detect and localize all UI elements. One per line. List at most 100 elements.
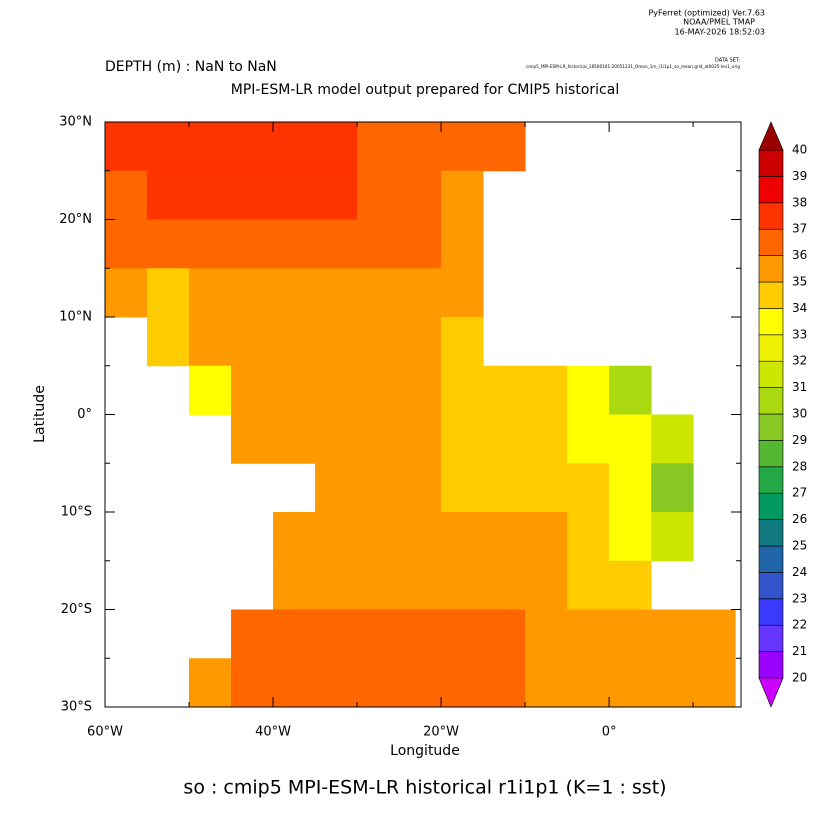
cell (273, 560, 316, 610)
cell (273, 268, 316, 318)
cell (357, 560, 400, 610)
cell (357, 170, 400, 220)
cell (441, 317, 484, 367)
cell (357, 658, 400, 708)
cell (609, 414, 652, 464)
cell (189, 268, 232, 318)
y-tick-label: 10°N (59, 310, 92, 325)
colorbar-swatch (758, 413, 784, 441)
y-tick-label: 10°S (61, 505, 92, 520)
cell (567, 609, 610, 659)
colorbar-label: 32 (792, 354, 807, 368)
cell (273, 512, 316, 562)
cell (231, 658, 274, 708)
cell (399, 512, 442, 562)
axes: 60°W 40°W 20°W 0° 30°S 20°S 10°S 0° 10°N 20°N 30°N (59, 115, 742, 740)
cell (189, 317, 232, 367)
y-tick-label: 30°N (59, 115, 92, 130)
cell (399, 609, 442, 659)
cell (483, 560, 526, 610)
cell (483, 365, 526, 415)
cell (441, 609, 484, 659)
cell (525, 365, 568, 415)
x-tick-label: 0° (602, 725, 617, 740)
cell (231, 317, 274, 367)
colorbar-label: 24 (792, 565, 807, 579)
cell (315, 170, 358, 220)
cell (399, 560, 442, 610)
map-field (105, 122, 736, 708)
cell (147, 219, 190, 269)
cell (525, 560, 568, 610)
y-tick-label: 0° (77, 407, 92, 422)
colorbar-label: 30 (792, 407, 807, 421)
cell (483, 463, 526, 513)
cell (567, 560, 610, 610)
cell (147, 170, 190, 220)
colorbar-swatch (758, 149, 784, 177)
colorbar-swatch (758, 202, 784, 230)
colorbar-label: 23 (792, 591, 807, 605)
cell (483, 609, 526, 659)
dataset: cmip5_MPI-ESM-LR_historical_18500101-200… (526, 64, 740, 69)
colorbar-swatch (758, 308, 784, 336)
cell (609, 658, 652, 708)
cell (105, 170, 148, 220)
cell (399, 170, 442, 220)
cell (273, 122, 316, 172)
cell (273, 170, 316, 220)
cell (105, 122, 148, 172)
colorbar-label: 40 (792, 143, 807, 157)
cell (441, 268, 484, 318)
colorbar-swatch (758, 651, 784, 679)
cell (273, 365, 316, 415)
cell (231, 268, 274, 318)
colorbar-label: 20 (792, 671, 807, 685)
cell (357, 463, 400, 513)
colorbar-label: 34 (792, 301, 807, 315)
cell (231, 170, 274, 220)
cell (189, 170, 232, 220)
colorbar-label: 22 (792, 618, 807, 632)
colorbar-swatch (758, 492, 784, 520)
colorbar-over (758, 121, 784, 151)
cell (609, 560, 652, 610)
colorbar-label: 31 (792, 380, 807, 394)
cell (147, 122, 190, 172)
cell (189, 219, 232, 269)
cell (231, 365, 274, 415)
cell (609, 365, 652, 415)
cell (567, 414, 610, 464)
colorbar-swatch (758, 228, 784, 256)
cell (105, 268, 148, 318)
cell (567, 365, 610, 415)
y-axis-label: Latitude (32, 385, 48, 443)
cell (357, 609, 400, 659)
header-line: PyFerret (optimized) Ver.7.63 (648, 9, 765, 18)
cell (483, 658, 526, 708)
cell (315, 365, 358, 415)
cell (399, 365, 442, 415)
colorbar-under (758, 677, 784, 708)
cell (231, 219, 274, 269)
cell (231, 609, 274, 659)
cell (525, 512, 568, 562)
colorbar-swatch (758, 281, 784, 309)
colorbar-swatch (758, 598, 784, 626)
cell (693, 658, 736, 708)
cell (105, 219, 148, 269)
cell (273, 658, 316, 708)
colorbar-label: 26 (792, 512, 807, 526)
cell (315, 268, 358, 318)
cell (567, 658, 610, 708)
cell (441, 414, 484, 464)
cell (315, 317, 358, 367)
cell (189, 122, 232, 172)
cell (483, 414, 526, 464)
colorbar-swatch (758, 545, 784, 573)
cell (273, 414, 316, 464)
cell (315, 122, 358, 172)
cell (651, 463, 694, 513)
cell (441, 560, 484, 610)
